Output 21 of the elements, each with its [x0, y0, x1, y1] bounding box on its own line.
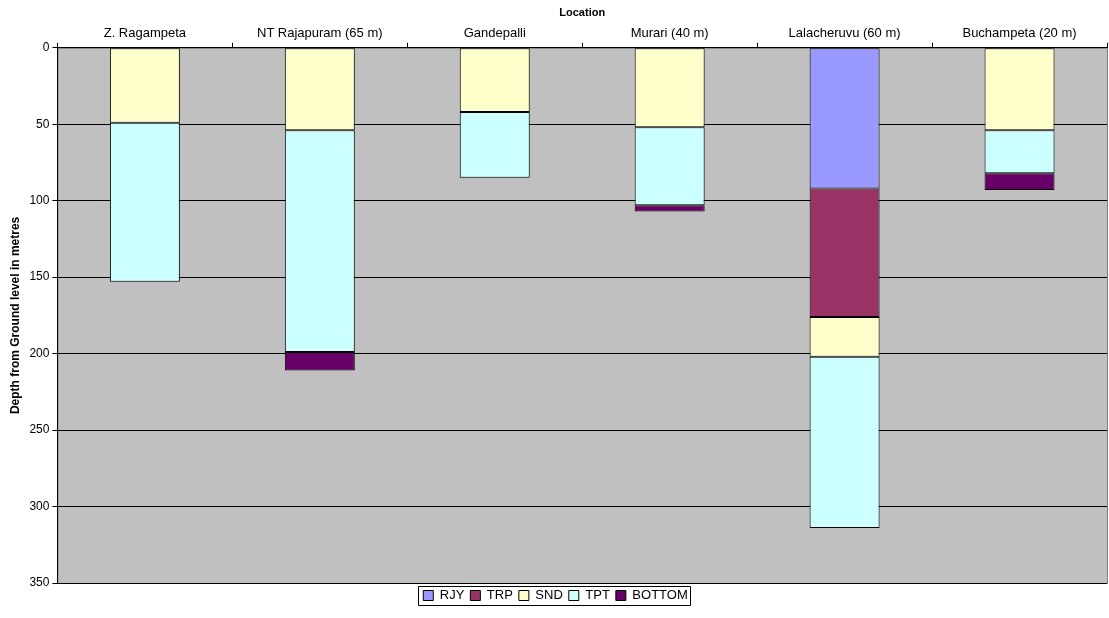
- y-tick-label: 200: [29, 345, 50, 360]
- legend-label: TRP: [486, 587, 513, 603]
- y-tick-label: 100: [29, 193, 50, 208]
- x-tick-label: Z. Ragampeta: [103, 24, 187, 40]
- legend-label: RJY: [439, 587, 465, 603]
- y-tick-label: 150: [29, 269, 50, 284]
- x-tick-label: Buchampeta (20 m): [962, 24, 1077, 40]
- legend-label: TPT: [585, 587, 610, 603]
- x-axis-title: Location: [559, 5, 606, 18]
- y-axis-title: Depth from Ground level in metres: [7, 216, 22, 415]
- x-tick-label: Murari (40 m): [630, 24, 709, 40]
- x-tick-label: Gandepalli: [463, 24, 526, 40]
- legend-label: BOTTOM: [632, 587, 688, 603]
- y-tick-label: 0: [42, 40, 50, 55]
- y-tick-label: 250: [29, 422, 50, 437]
- y-tick-label: 350: [29, 575, 50, 590]
- y-tick-label: 50: [36, 116, 50, 131]
- y-tick-label: 300: [29, 498, 50, 513]
- x-tick-label: NT Rajapuram (65 m): [257, 24, 383, 40]
- x-tick-label: Lalacheruvu (60 m): [788, 24, 901, 40]
- legend-label: SND: [535, 587, 563, 603]
